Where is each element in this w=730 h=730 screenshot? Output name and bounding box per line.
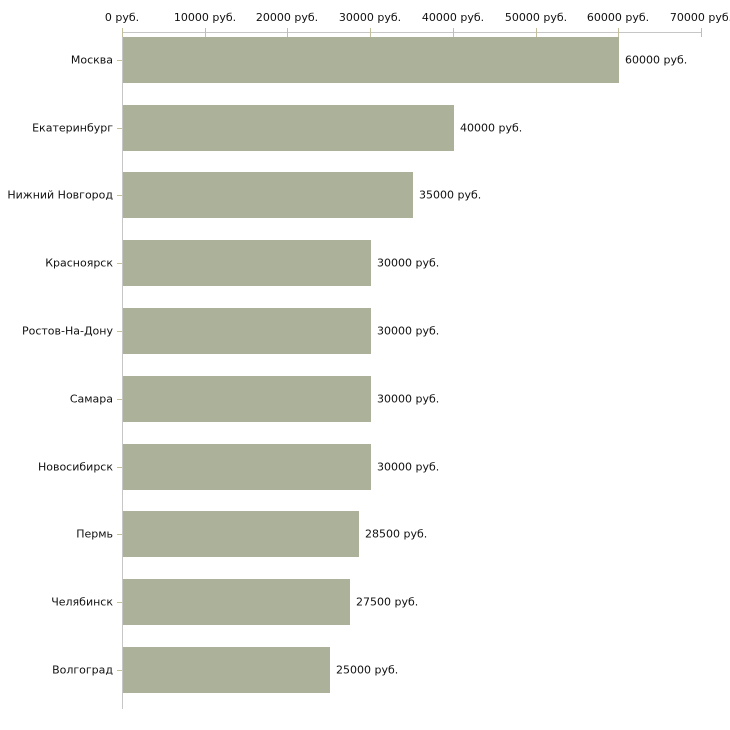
category-label: Волгоград (52, 663, 113, 677)
value-label: 30000 руб. (377, 324, 440, 338)
x-axis-tick-mark (287, 28, 288, 37)
x-axis-tick-label: 10000 руб. (173, 11, 237, 24)
bar (123, 240, 371, 287)
bar (123, 647, 330, 694)
category-label: Пермь (76, 527, 113, 541)
y-axis-line (122, 32, 123, 709)
category-label: Самара (69, 392, 113, 406)
category-label: Нижний Новгород (7, 188, 113, 202)
x-axis-tick-label: 60000 руб. (586, 11, 650, 24)
category-label: Красноярск (45, 256, 113, 270)
bar (123, 172, 413, 219)
category-tick-mark (117, 263, 122, 265)
x-axis-tick-mark (701, 28, 702, 37)
bar-row: Пермь 28500 руб. (0, 501, 730, 569)
category-label: Москва (70, 53, 113, 67)
category-tick-mark (117, 331, 122, 333)
category-tick-mark (117, 127, 122, 129)
bar (123, 579, 350, 626)
category-label: Челябинск (51, 595, 113, 609)
category-tick-mark (117, 195, 122, 197)
x-axis-tick-label: 50000 руб. (504, 11, 568, 24)
category-tick-mark (117, 534, 122, 536)
category-tick-mark (117, 602, 122, 604)
bar-row: Екатеринбург 40000 руб. (0, 94, 730, 162)
bar-row: Ростов-На-Дону 30000 руб. (0, 297, 730, 365)
category-label: Новосибирск (37, 460, 113, 474)
value-label: 27500 руб. (356, 595, 419, 609)
category-label: Ростов-На-Дону (21, 324, 113, 338)
value-label: 25000 руб. (336, 663, 399, 677)
bar (123, 511, 359, 558)
bar (123, 36, 619, 83)
x-axis-tick-mark (618, 28, 619, 37)
bar-row: Челябинск 27500 руб. (0, 568, 730, 636)
category-tick-mark (117, 59, 122, 61)
category-tick-mark (117, 398, 122, 400)
bar-rows: Москва 60000 руб. Екатеринбург 40000 руб. Ни… (0, 26, 730, 704)
value-label: 40000 руб. (460, 121, 523, 135)
x-axis-tick-label: 40000 руб. (421, 11, 485, 24)
value-label: 60000 руб. (625, 53, 688, 67)
value-label: 35000 руб. (419, 188, 482, 202)
bar (123, 443, 371, 490)
bar-row: Волгоград 25000 руб. (0, 636, 730, 704)
x-axis-line (122, 32, 701, 33)
value-label: 30000 руб. (377, 256, 440, 270)
x-axis-tick-mark (122, 28, 123, 37)
bar (123, 104, 454, 151)
x-axis-tick-label: 30000 руб. (338, 11, 402, 24)
x-axis-tick-mark (205, 28, 206, 37)
category-tick-mark (117, 466, 122, 468)
bar-row: Новосибирск 30000 руб. (0, 433, 730, 501)
x-axis-tick-mark (370, 28, 371, 37)
bar (123, 308, 371, 355)
bar-row: Москва 60000 руб. (0, 26, 730, 94)
value-label: 28500 руб. (365, 527, 428, 541)
bar-row: Красноярск 30000 руб. (0, 229, 730, 297)
category-tick-mark (117, 670, 122, 672)
value-label: 30000 руб. (377, 460, 440, 474)
x-axis-tick-label: 70000 руб. (669, 11, 730, 24)
category-label: Екатеринбург (32, 121, 113, 135)
bar-row: Нижний Новгород 35000 руб. (0, 162, 730, 230)
x-axis-tick-label: 0 руб. (104, 11, 140, 24)
bar-row: Самара 30000 руб. (0, 365, 730, 433)
bar (123, 375, 371, 422)
x-axis-tick-mark (453, 28, 454, 37)
value-label: 30000 руб. (377, 392, 440, 406)
x-axis-tick-mark (536, 28, 537, 37)
x-axis-tick-label: 20000 руб. (255, 11, 319, 24)
